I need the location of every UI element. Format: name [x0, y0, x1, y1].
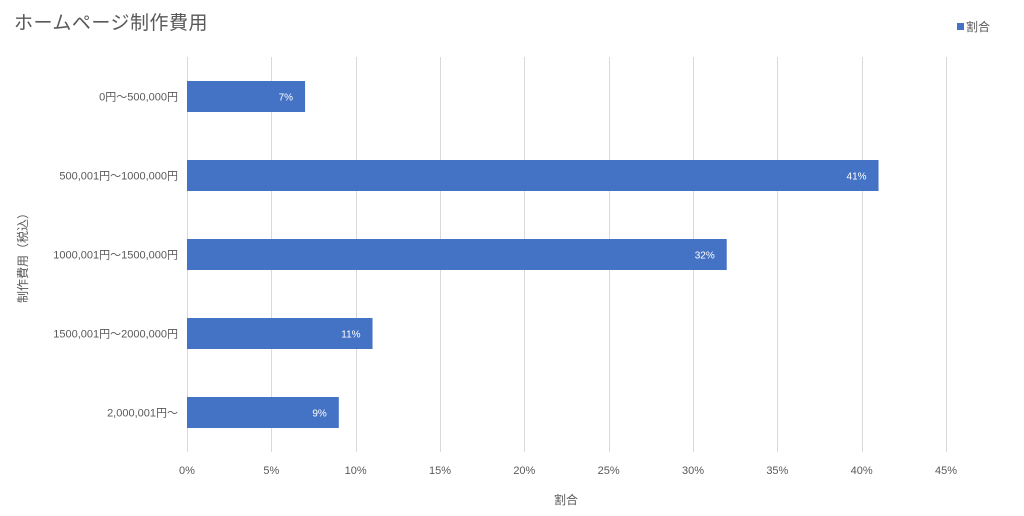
y-axis-category-labels: 0円～500,000円 500,001円～1000,000円 1000,001円～1…: [53, 92, 178, 420]
y-category-label: 500,001円～1000,000円: [59, 171, 178, 183]
y-category-label: 1000,001円～1500,000円: [53, 250, 178, 262]
x-tick-label: 15%: [429, 465, 451, 477]
x-tick-label: 20%: [513, 465, 535, 477]
data-label: 7%: [279, 93, 294, 104]
data-label: 32%: [695, 251, 715, 262]
x-tick-label: 45%: [935, 465, 957, 477]
data-labels: 7% 41% 32% 11% 9%: [279, 93, 867, 420]
x-axis-title: 割合: [554, 492, 578, 507]
y-axis-title: 制作費用（税込）: [15, 207, 30, 303]
legend-label: 割合: [966, 19, 990, 34]
legend-swatch: [957, 23, 964, 30]
x-tick-label: 40%: [851, 465, 873, 477]
data-label: 9%: [312, 409, 327, 420]
bar-4: [187, 318, 373, 349]
bar-2: [187, 160, 879, 191]
data-label: 11%: [341, 330, 360, 341]
x-tick-label: 30%: [682, 465, 704, 477]
bar-3: [187, 239, 727, 270]
x-tick-label: 0%: [179, 465, 195, 477]
x-axis-tick-labels: 0% 5% 10% 15% 20% 25% 30% 35% 40% 45%: [179, 465, 957, 477]
chart-title: ホームページ制作費用: [14, 12, 208, 34]
x-tick-label: 5%: [263, 465, 279, 477]
y-category-label: 2,000,001円～: [107, 408, 178, 420]
legend: 割合: [957, 19, 990, 34]
x-tick-label: 35%: [766, 465, 788, 477]
bar-1: [187, 81, 306, 112]
y-category-label: 1500,001円～2000,000円: [53, 329, 178, 341]
x-tick-label: 25%: [598, 465, 620, 477]
data-label: 41%: [847, 172, 867, 183]
y-category-label: 0円～500,000円: [99, 92, 178, 104]
x-tick-label: 10%: [345, 465, 367, 477]
bars: [187, 81, 879, 428]
bar-5: [187, 397, 339, 428]
